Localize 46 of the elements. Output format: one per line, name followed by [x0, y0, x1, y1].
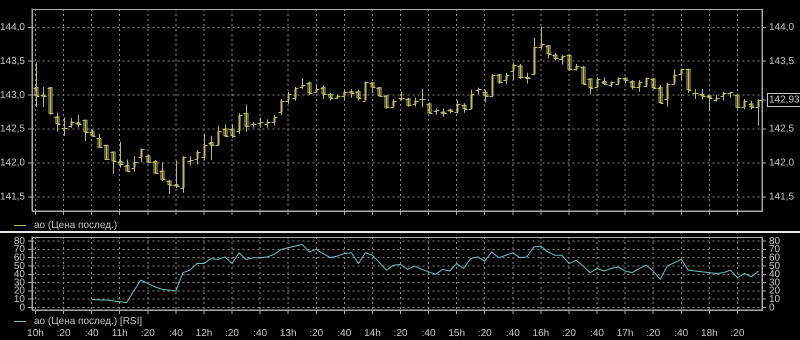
- legend-label: ао (Цена послед.) [RSI]: [34, 316, 142, 326]
- y2-tick-label: 142,5: [769, 124, 794, 135]
- x-tick-label: :20: [56, 328, 71, 339]
- y-tick-label: 141,5: [0, 192, 26, 203]
- y2-tick-label: 143,5: [769, 56, 794, 67]
- y-tick-label: 142,5: [0, 124, 26, 135]
- y-tick-label: 10: [14, 294, 26, 305]
- x-tick-label: 17h: [616, 328, 634, 339]
- x-tick-label: :20: [478, 328, 492, 339]
- x-tick-label: :40: [506, 328, 520, 339]
- x-tick-label: :40: [337, 328, 352, 339]
- y-tick-label: 60: [14, 252, 26, 264]
- y-tick-label: 143,0: [0, 90, 26, 101]
- y-tick-label: 144,0: [0, 22, 26, 34]
- x-tick-label: :40: [168, 328, 184, 339]
- x-tick-label: :20: [225, 328, 240, 339]
- y2-tick-label: 141,5: [769, 192, 794, 203]
- x-tick-label: 12h: [196, 328, 212, 339]
- y2-tick-label: 60: [769, 252, 781, 264]
- x-tick-label: :20: [309, 328, 324, 339]
- x-tick-label: :40: [84, 328, 100, 339]
- x-tick-label: :40: [422, 328, 436, 339]
- x-tick-label: 11h: [112, 328, 128, 339]
- x-tick-label: :40: [674, 328, 689, 339]
- x-tick-label: :20: [646, 328, 661, 339]
- y-tick-label: 0: [19, 302, 26, 314]
- legend-label: ао (Цена послед.): [34, 220, 118, 230]
- x-tick-label: :20: [394, 328, 408, 339]
- y2-tick-label: 142,0: [769, 158, 794, 169]
- x-tick-label: :20: [140, 328, 156, 339]
- x-tick-label: 10h: [27, 328, 44, 339]
- y-tick-label: 142,0: [0, 158, 26, 169]
- x-tick-label: :20: [730, 328, 745, 339]
- x-tick-label: :40: [253, 328, 268, 339]
- x-tick-label: :40: [590, 328, 604, 339]
- x-tick-label: 14h: [364, 328, 381, 339]
- y2-tick-label: 10: [769, 294, 781, 305]
- x-tick-label: 16h: [532, 328, 550, 339]
- y2-tick-label: 144,0: [769, 22, 794, 34]
- x-tick-label: 15h: [448, 328, 466, 339]
- x-tick-label: 18h: [701, 328, 718, 339]
- x-tick-label: :20: [562, 328, 576, 339]
- y2-tick-label: 142,93: [769, 94, 800, 106]
- x-tick-label: 13h: [280, 328, 297, 339]
- y-tick-label: 143,5: [0, 56, 26, 67]
- y2-tick-label: 0: [769, 302, 775, 314]
